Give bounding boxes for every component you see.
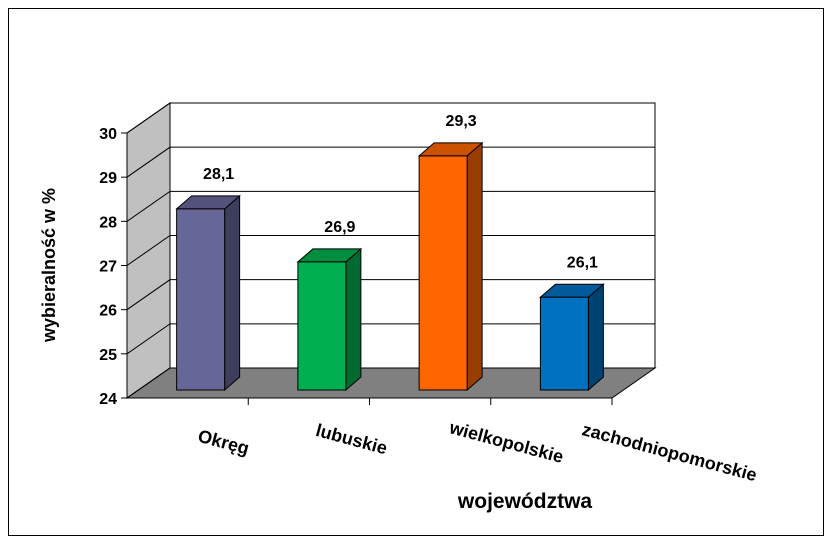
grid-line xyxy=(126,367,655,399)
grid-line xyxy=(126,190,655,222)
y-tick-label: 28 xyxy=(99,214,117,231)
bar xyxy=(176,208,226,391)
data-label: 28,1 xyxy=(203,166,234,183)
y-tick-label: 29 xyxy=(99,170,117,187)
y-tick-label: 30 xyxy=(99,126,117,143)
y-tick-label: 25 xyxy=(99,347,117,364)
grid-line xyxy=(126,235,655,266)
y-tick-label: 27 xyxy=(99,259,117,276)
x-axis-title: województwa xyxy=(457,490,592,513)
y-tick-label: 24 xyxy=(99,391,117,408)
data-label: 26,9 xyxy=(324,219,355,236)
data-label: 26,1 xyxy=(567,254,598,271)
bar-side xyxy=(345,247,362,392)
bar-side xyxy=(466,141,483,392)
bar xyxy=(539,296,589,391)
bar xyxy=(418,155,468,391)
grid-line xyxy=(126,279,655,311)
data-label: 29,3 xyxy=(446,113,477,130)
bar-side xyxy=(224,194,241,392)
bar xyxy=(297,261,347,391)
grid-line xyxy=(126,102,655,134)
bar-side xyxy=(587,283,604,392)
y-tick-label: 26 xyxy=(99,303,117,320)
grid-line xyxy=(126,323,655,355)
grid-line xyxy=(126,146,655,178)
y-axis-title: wybieralność w % xyxy=(39,188,59,343)
